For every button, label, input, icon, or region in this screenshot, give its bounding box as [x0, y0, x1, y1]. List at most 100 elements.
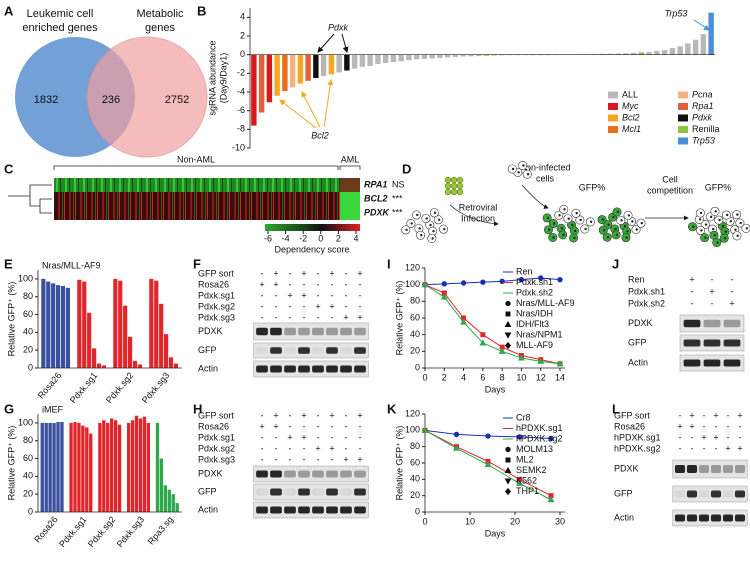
blot-band [340, 470, 352, 478]
row-label: Rosa26 [198, 279, 229, 289]
lane-sign: - [261, 443, 264, 453]
schematic: D Non-infected cells Retroviral Infectio… [401, 160, 750, 248]
cell-nucleus [692, 225, 695, 228]
lane-sign: - [261, 312, 264, 322]
lane-sign: - [303, 443, 306, 453]
marker [547, 496, 555, 503]
lane-sign: - [317, 410, 320, 420]
x-tick-label: 10 [465, 516, 475, 526]
y-tick-label: 60 [410, 312, 420, 322]
y-axis-label: Relative GFP⁺ (%) [394, 426, 404, 501]
lane-sign: - [289, 279, 292, 289]
virus [444, 188, 452, 196]
lane-sign: - [261, 268, 264, 278]
x-tick-label: 6 [480, 372, 485, 382]
heatmap-row [54, 206, 340, 220]
bar [96, 363, 102, 368]
lane-sign: - [331, 421, 334, 431]
lane-sign: + [713, 432, 718, 442]
cell-nucleus [437, 218, 441, 221]
cell-nucleus [405, 228, 408, 232]
lane-sign: - [289, 301, 292, 311]
blot-band [734, 465, 746, 473]
legend-label: Pdxk.sh1 [516, 277, 553, 287]
lane-sign: + [287, 432, 292, 442]
blot-band [284, 506, 296, 514]
y-tick-label: 100 [18, 273, 33, 283]
blot-band [298, 365, 310, 373]
cell-nucleus [552, 236, 555, 239]
y-tick-label: 0 [28, 362, 33, 372]
blot-band [340, 506, 352, 514]
blot-band [298, 488, 310, 496]
row-label: hPDXK.sg2 [614, 443, 661, 453]
blot-band [298, 347, 310, 354]
bar [163, 485, 168, 512]
legend-label: hPDXK.sg2 [516, 433, 563, 443]
cell-nucleus [615, 233, 619, 237]
bar [499, 54, 505, 56]
lane-sign: - [331, 290, 334, 300]
band-label: PDXK [198, 468, 223, 478]
virus [456, 188, 464, 196]
row-label: Pdxk.sh2 [628, 298, 665, 308]
marker [504, 341, 512, 350]
blot-band [698, 514, 710, 522]
venn: A Leukemic cell enriched genes Metabolic… [4, 3, 208, 158]
y-axis-label: (Day9/Day1) [218, 53, 228, 104]
arrow [317, 33, 335, 53]
y-tick-label: 0 [240, 49, 245, 59]
venn-count: 2752 [165, 94, 189, 106]
blot-band [256, 470, 268, 478]
x-tick-label: 2 [442, 372, 447, 382]
band-label: PDXK [628, 318, 653, 328]
lane-sign: - [275, 301, 278, 311]
legend-label: MOLM13 [516, 444, 553, 454]
lane-sign: + [273, 279, 278, 289]
lane-sign: + [343, 454, 348, 464]
lane-sign: - [703, 421, 706, 431]
group-bracket [53, 165, 361, 170]
marker [504, 466, 512, 473]
lane-sign: - [331, 312, 334, 322]
lane-sign: - [289, 312, 292, 322]
blot-band [256, 365, 268, 373]
lane-sign: - [679, 410, 682, 420]
marker [421, 426, 429, 433]
bar [134, 415, 139, 512]
marker [453, 444, 460, 451]
x-tick-label: Rosa26 [32, 514, 60, 544]
x-tick-label: Pdxk.sg1 [57, 514, 88, 549]
schematic-text: Cell [662, 174, 678, 184]
bar [52, 422, 56, 512]
cell-nucleus [736, 213, 739, 216]
blot-band [270, 488, 282, 496]
y-tick-label: 20 [410, 346, 420, 356]
bar [44, 422, 48, 512]
cell-nucleus [553, 222, 556, 225]
row-label: BCL2 [364, 193, 388, 203]
lane-sign: + [709, 286, 714, 296]
row-label: Ren [628, 274, 645, 284]
blot-band [683, 359, 701, 367]
cell-nucleus [420, 234, 423, 237]
bar [646, 51, 652, 55]
bar [117, 424, 122, 512]
lane-sign: + [315, 443, 320, 453]
arrow [449, 204, 499, 227]
bar [336, 54, 342, 73]
blot-band [354, 470, 366, 478]
schematic-text: Infection [461, 213, 495, 223]
lane-sign: - [303, 301, 306, 311]
venn-left-title: Leukemic cell [27, 8, 94, 20]
marker [517, 354, 525, 361]
venn-left-title: enriched genes [22, 22, 98, 34]
lane-sign: - [345, 290, 348, 300]
bar [367, 54, 373, 66]
blot-band [256, 488, 268, 496]
bar [398, 54, 404, 62]
band-label: PDXK [614, 463, 639, 473]
lane-sign: + [329, 443, 334, 453]
cell-nucleus [716, 241, 719, 244]
cell-nucleus [517, 171, 520, 174]
